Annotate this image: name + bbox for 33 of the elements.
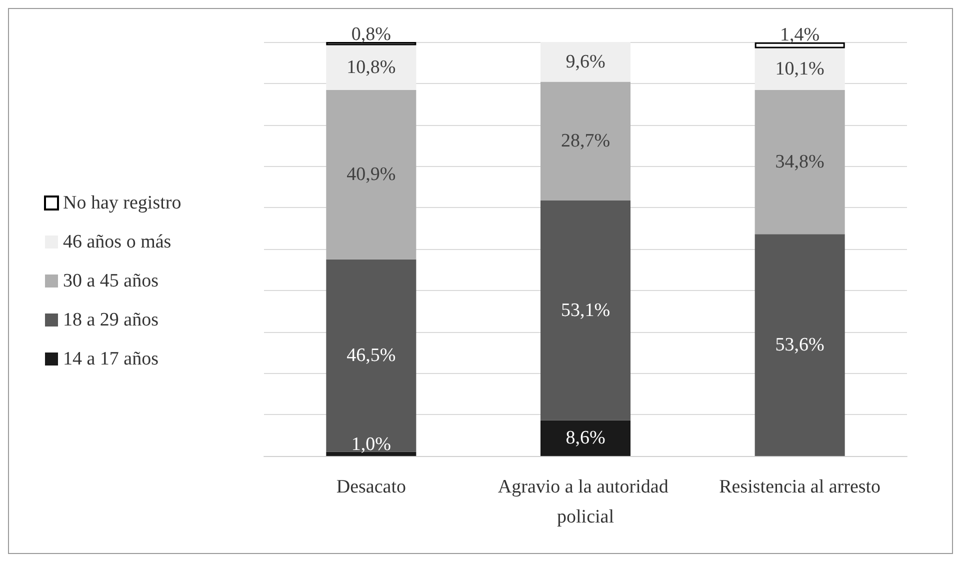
bar [326, 452, 416, 456]
bar [326, 259, 416, 452]
data-label: 1,0% [351, 434, 392, 455]
legend-label: 18 a 29 años [63, 310, 159, 330]
bar [540, 82, 631, 201]
data-label: 10,8% [346, 57, 396, 78]
data-label: 40,9% [346, 164, 396, 186]
x-tick-label: Resistencia al arresto [719, 476, 881, 498]
x-tick-label: Agravio a la autoridad policial [498, 476, 674, 528]
bar [754, 48, 845, 90]
bar [754, 42, 845, 48]
legend-label: 30 a 45 años [63, 270, 159, 292]
legend-label: No hay registro [63, 192, 182, 214]
bar [540, 420, 631, 456]
bar [754, 90, 845, 234]
bar [326, 45, 416, 90]
data-label: 1,4% [780, 24, 820, 46]
data-label: 28,7% [560, 130, 610, 152]
x-tick-label: Desacato [336, 476, 406, 498]
data-label: 0,8% [351, 24, 392, 45]
legend-label: 14 a 17 años [63, 348, 159, 370]
data-label: 53,6% [775, 334, 825, 356]
data-label: 46,5% [346, 345, 396, 366]
bar [540, 42, 631, 82]
data-label: 10,1% [775, 58, 825, 80]
data-label: 8,6% [566, 428, 606, 449]
data-label: 53,1% [560, 300, 610, 321]
legend-label: 46 años o más [63, 232, 172, 252]
bar [326, 90, 416, 260]
data-label: 9,6% [566, 51, 606, 72]
bar [754, 234, 845, 456]
data-label: 34,8% [775, 152, 825, 173]
bar [540, 200, 631, 420]
